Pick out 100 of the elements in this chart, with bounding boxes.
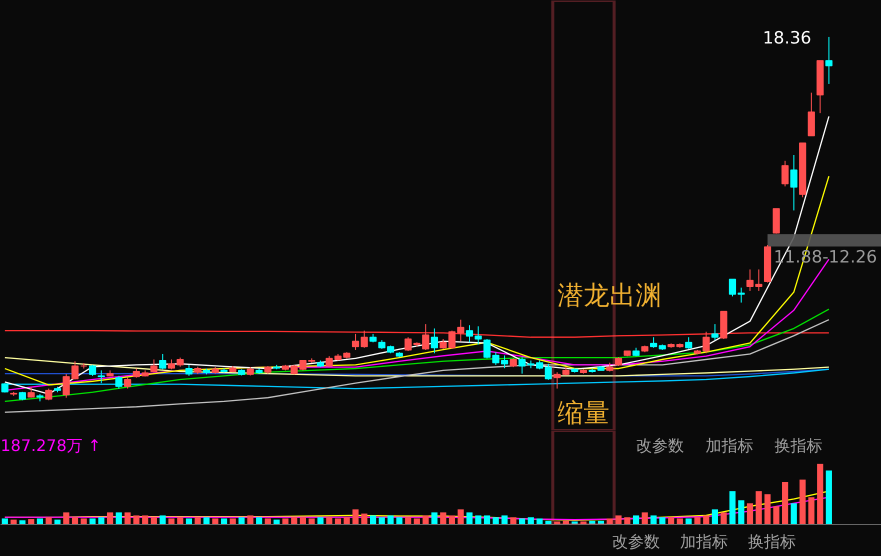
text: 换指标 <box>774 436 823 456</box>
text: 187.278万 ↑ <box>0 436 102 456</box>
bar <box>107 512 114 524</box>
bar <box>606 518 613 524</box>
candlestick <box>159 353 166 370</box>
bar <box>291 517 298 524</box>
bar <box>632 515 640 524</box>
bar <box>80 518 87 524</box>
bar <box>203 517 210 524</box>
bar <box>756 491 762 524</box>
bar <box>642 512 648 524</box>
bar <box>230 518 236 524</box>
annotation: 潜龙出渊 <box>558 280 662 311</box>
bar <box>405 517 412 524</box>
bar <box>160 515 166 524</box>
bar <box>501 515 508 524</box>
candlestick <box>404 336 412 352</box>
text: 换指标 <box>748 532 796 553</box>
bar <box>116 512 122 524</box>
candlestick <box>124 377 132 390</box>
bar <box>431 512 438 524</box>
candlestick <box>544 363 552 380</box>
bar <box>133 515 140 524</box>
candlestick <box>554 372 561 390</box>
bar <box>492 517 499 524</box>
bar <box>448 515 456 524</box>
annotation: 缩量 <box>557 398 610 429</box>
text: 加指标 <box>705 436 754 456</box>
bar <box>440 512 446 524</box>
candlestick <box>650 336 658 348</box>
bar <box>370 515 376 524</box>
bar <box>98 517 104 524</box>
bar <box>238 517 245 524</box>
bar <box>63 512 70 524</box>
bar <box>624 517 630 524</box>
bar <box>800 480 806 524</box>
candlestick <box>518 356 526 374</box>
candlestick <box>808 92 815 136</box>
bar <box>826 470 832 524</box>
bar <box>510 517 516 524</box>
bar <box>650 515 657 524</box>
candlestick <box>98 370 105 384</box>
bar <box>28 519 34 524</box>
bar <box>659 517 666 524</box>
bar <box>194 517 201 524</box>
bar <box>388 515 394 524</box>
bar <box>808 497 814 524</box>
bar <box>344 517 350 524</box>
bar <box>466 512 473 524</box>
candlestick <box>430 328 438 354</box>
bar <box>142 515 148 524</box>
bar <box>177 517 184 524</box>
bar <box>10 520 17 524</box>
bar <box>396 517 402 524</box>
bar <box>378 517 385 524</box>
bar <box>274 520 280 524</box>
bar <box>738 500 744 524</box>
text: 加指标 <box>680 532 728 553</box>
bar <box>668 517 674 524</box>
bar <box>703 515 710 524</box>
bar <box>352 509 359 524</box>
bar <box>361 514 368 524</box>
bar <box>150 517 157 524</box>
bar <box>729 491 736 524</box>
bar <box>782 482 788 524</box>
candlestick <box>45 388 52 401</box>
annotation: 18.36 <box>762 28 812 48</box>
bar <box>458 509 464 524</box>
text: 改参数 <box>636 436 684 456</box>
bar <box>694 517 700 524</box>
bar <box>720 512 727 524</box>
candlestick <box>790 154 798 211</box>
bar <box>326 517 332 524</box>
bar <box>528 517 534 524</box>
candlestick <box>115 375 122 390</box>
candlestick <box>711 324 719 341</box>
bar <box>317 517 324 524</box>
candlestick <box>185 364 193 376</box>
bar <box>46 517 52 524</box>
bar <box>773 506 780 524</box>
bar <box>308 518 315 524</box>
candlestick <box>685 336 692 350</box>
bar <box>212 518 218 524</box>
text: 改参数 <box>612 532 660 553</box>
bar <box>300 517 306 524</box>
bar <box>712 509 718 524</box>
bar <box>484 515 490 524</box>
candlestick <box>88 364 96 376</box>
bar <box>256 517 262 524</box>
bar <box>764 494 771 524</box>
candlestick <box>782 160 789 187</box>
candlestick <box>150 358 158 373</box>
bar <box>817 464 824 524</box>
bar <box>746 503 754 524</box>
bar <box>615 515 622 524</box>
bar <box>124 512 131 524</box>
bar <box>247 515 254 524</box>
bar <box>72 517 78 524</box>
bar <box>790 503 797 524</box>
bar <box>422 515 429 524</box>
